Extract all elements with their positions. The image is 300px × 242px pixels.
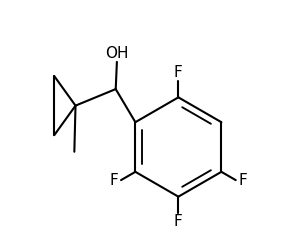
Text: F: F	[174, 214, 183, 229]
Text: F: F	[238, 173, 247, 188]
Text: F: F	[174, 65, 183, 80]
Text: F: F	[110, 173, 119, 188]
Text: OH: OH	[105, 46, 129, 61]
